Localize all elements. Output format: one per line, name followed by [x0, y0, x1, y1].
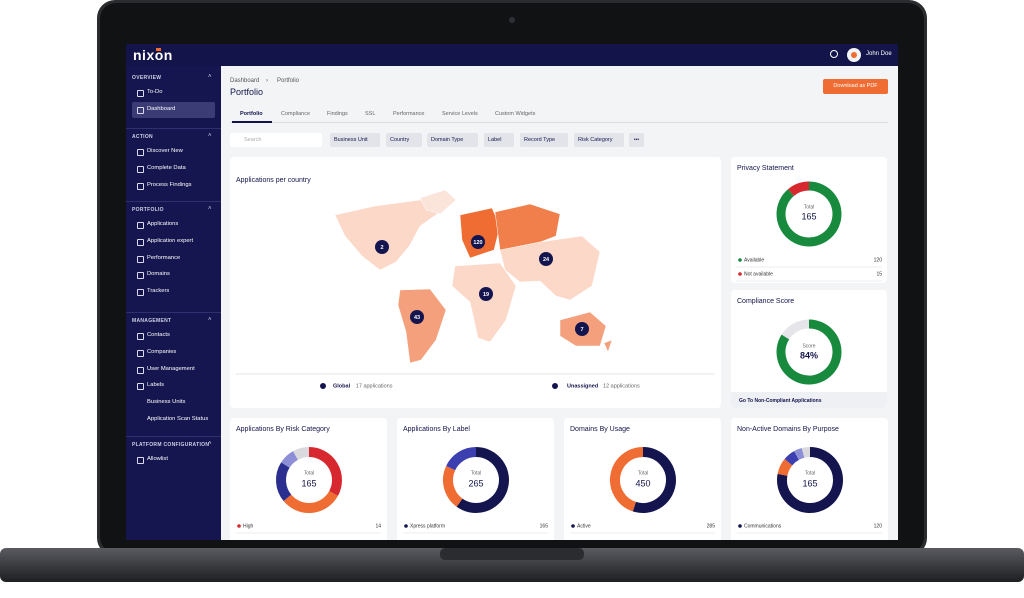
link-bar [731, 392, 887, 408]
breadcrumb-1[interactable]: Dashboard [230, 78, 260, 84]
section-title: PORTFOLIO [132, 207, 164, 213]
chevron: ˄ [208, 206, 212, 212]
sidebar [126, 66, 221, 540]
filter-dropdown[interactable]: Label [484, 133, 514, 147]
tab[interactable]: Compliance [281, 111, 311, 117]
nav-item[interactable]: Allowlist [147, 456, 168, 462]
nav-item[interactable]: Discover New [147, 148, 183, 154]
divider [126, 436, 221, 437]
card [397, 418, 554, 540]
card-title: Compliance Score [737, 298, 795, 305]
chevron: ˄ [208, 133, 212, 139]
more-button[interactable]: ••• [629, 133, 644, 147]
tab[interactable]: Custom Widgets [495, 111, 536, 117]
card [731, 418, 888, 540]
tab[interactable]: SSL [365, 111, 376, 117]
chevron: ˄ [208, 441, 212, 447]
item-icon [137, 349, 144, 357]
divider [126, 201, 221, 202]
filter-dropdown[interactable]: Domain Type [427, 133, 478, 147]
item-icon [137, 366, 144, 374]
nav-item[interactable]: Applications [147, 221, 179, 227]
item-icon [137, 90, 144, 97]
chevron: ˄ [208, 317, 212, 323]
card-title: Applications per country [236, 177, 311, 184]
section-title: OVERVIEW [132, 75, 162, 81]
chevron: ˄ [208, 74, 212, 80]
tab-underline [232, 121, 272, 123]
top-bar [126, 44, 898, 66]
screen: nixon John Doe OVERVIEW ˄ To-Do Dashboard ACTI… [126, 44, 898, 540]
tab[interactable]: Findings [327, 111, 348, 117]
nav-item[interactable]: To-Do [147, 89, 163, 95]
nav-item[interactable]: Process Findings [147, 181, 192, 188]
section-title: PLATFORM CONFIGURATION [132, 442, 210, 448]
nav-item[interactable]: Application Scan Status [147, 416, 209, 422]
active-item [132, 101, 215, 118]
user-name[interactable]: John Doe [866, 51, 892, 57]
item-icon [137, 106, 144, 114]
card-title: Privacy Statement [737, 165, 794, 172]
card-title: Non-Active Domains By Purpose [737, 426, 839, 433]
nav-item[interactable]: Trackers [147, 288, 170, 295]
nav-item[interactable]: Companies [147, 348, 177, 355]
card-title: Applications By Risk Category [236, 426, 330, 433]
card [731, 157, 887, 283]
nav-item[interactable]: Application expert [147, 237, 194, 244]
item-icon [137, 457, 144, 464]
item-icon [137, 383, 144, 391]
tab-active[interactable]: Portfolio [240, 111, 263, 117]
search-box[interactable]: Search [230, 133, 322, 147]
item-icon [137, 272, 144, 280]
item-icon [137, 238, 144, 246]
nav-item[interactable]: User Management [147, 365, 195, 372]
tabs-line [230, 122, 888, 123]
section-title: MANAGEMENT [132, 318, 172, 324]
nav-item[interactable]: Dashboard [147, 105, 176, 112]
card [731, 290, 887, 408]
breadcrumb-sep: › [266, 78, 268, 84]
tab[interactable]: Performance [393, 111, 425, 117]
nav-item[interactable]: Performance [147, 254, 181, 261]
item-icon [137, 149, 144, 156]
tab[interactable]: Service Levels [442, 111, 478, 117]
section-title: ACTION [132, 134, 153, 140]
card [564, 418, 721, 540]
item-icon [137, 333, 144, 340]
avatar-dot [851, 52, 857, 58]
card-title: Applications By Label [403, 426, 470, 433]
filter-dropdown[interactable]: Country [386, 133, 422, 147]
nav-item[interactable]: Contacts [147, 332, 170, 338]
filter-dropdown[interactable]: Record Type [520, 133, 568, 147]
logo: nixon [133, 47, 173, 63]
nav-item[interactable]: Complete Data [147, 164, 186, 171]
map-card [230, 157, 721, 408]
breadcrumb-2: Portfolio [277, 78, 300, 84]
item-icon [137, 289, 144, 297]
page-title: Portfolio [230, 87, 264, 97]
item-icon [137, 222, 144, 229]
link[interactable]: Go To Non-Compliant Applications [739, 398, 822, 404]
filter-dropdown[interactable]: Risk Category [574, 133, 624, 147]
filter-dropdown[interactable]: Business Unit [330, 133, 380, 147]
divider [126, 128, 221, 129]
item-icon [137, 182, 144, 190]
card [230, 418, 387, 540]
item-icon [137, 255, 144, 263]
nav-item[interactable]: Business Units [147, 399, 186, 406]
card-title: Domains By Usage [570, 426, 630, 433]
nav-item[interactable]: Labels [147, 382, 165, 389]
settings-icon[interactable] [830, 50, 838, 58]
logo-accent [156, 48, 161, 51]
download-button[interactable]: Download as PDF [823, 79, 888, 94]
divider [126, 312, 221, 313]
nav-item[interactable]: Domains [147, 271, 170, 278]
item-icon [137, 165, 144, 173]
